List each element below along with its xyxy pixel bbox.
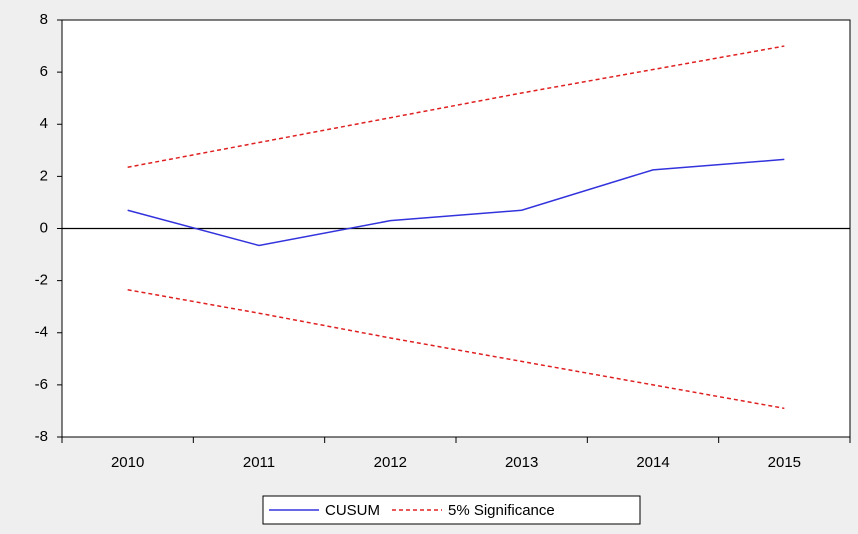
x-tick-label: 2013 <box>505 454 538 471</box>
x-tick-label: 2011 <box>243 454 275 471</box>
y-tick-label: 6 <box>40 63 48 80</box>
x-tick-label: 2012 <box>374 454 407 471</box>
legend-label: CUSUM <box>325 502 380 519</box>
y-tick-label: 8 <box>40 11 48 28</box>
legend-box <box>262 495 641 525</box>
x-tick-label: 2010 <box>111 454 144 471</box>
y-tick-label: 4 <box>40 115 48 132</box>
y-tick-label: -8 <box>35 428 48 445</box>
series-line <box>127 158 785 247</box>
x-tick-label: 2015 <box>768 454 801 471</box>
series-line <box>127 45 785 168</box>
series-line <box>127 289 785 410</box>
y-tick-label: 2 <box>40 167 48 184</box>
x-tick-label: 2014 <box>636 454 669 471</box>
y-tick-label: -4 <box>35 324 48 341</box>
legend-label: 5% Significance <box>448 502 555 519</box>
y-tick-label: -2 <box>35 272 48 289</box>
y-tick-label: -6 <box>35 376 48 393</box>
y-tick-label: 0 <box>40 219 48 236</box>
